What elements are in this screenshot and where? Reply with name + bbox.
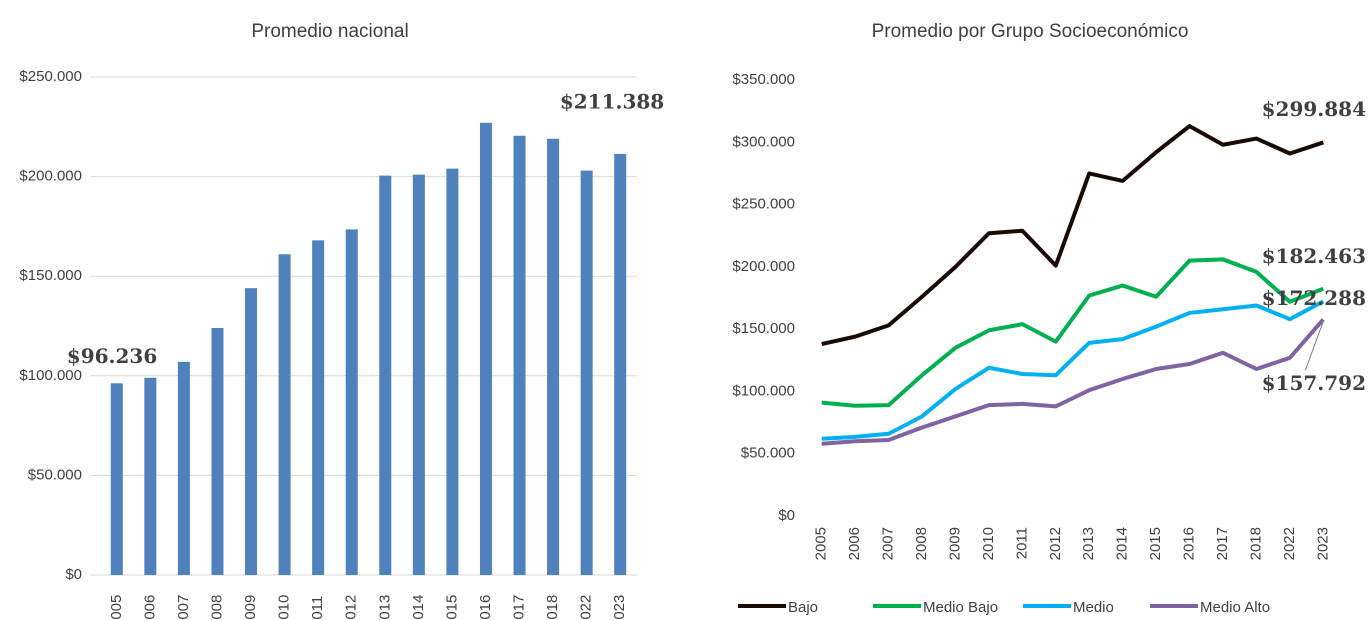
legend-label: Medio Bajo [923, 599, 998, 616]
x-tick-label: 2005 [108, 595, 125, 620]
x-tick-label: 2016 [1181, 527, 1198, 560]
bar [278, 254, 291, 575]
bar [177, 361, 190, 575]
x-tick-label: 2018 [1247, 527, 1264, 560]
x-tick-label: 2009 [242, 595, 259, 620]
legend-label: Medio [1073, 599, 1114, 616]
x-tick-label: 2009 [946, 527, 963, 560]
x-tick-label: 2018 [544, 595, 561, 620]
y-tick-label: $50.000 [741, 445, 795, 462]
x-tick-label: 2006 [846, 527, 863, 560]
y-tick-label: $300.000 [732, 133, 795, 150]
y-tick-label: $250.000 [19, 68, 82, 85]
bar [614, 153, 627, 575]
y-tick-label: $0 [778, 507, 795, 524]
bar [345, 229, 358, 575]
x-tick-label: 2010 [276, 595, 293, 620]
data-label: $182.463 [1262, 244, 1366, 268]
x-tick-label: 2015 [443, 595, 460, 620]
x-tick-label: 2016 [477, 595, 494, 620]
x-tick-label: 2014 [1114, 527, 1131, 560]
data-label: $96.236 [67, 344, 157, 368]
x-tick-label: 2015 [1147, 527, 1164, 560]
data-label: $299.884 [1262, 97, 1366, 121]
x-tick-label: 2012 [1047, 527, 1064, 560]
x-tick-label: 2005 [813, 527, 830, 560]
bar [110, 383, 123, 575]
x-tick-label: 2023 [1314, 527, 1331, 560]
y-tick-label: $200.000 [732, 258, 795, 275]
y-tick-label: $50.000 [28, 466, 82, 483]
x-tick-label: 2023 [611, 595, 628, 620]
bar [479, 122, 492, 575]
line [821, 299, 1325, 441]
chart-title: Promedio nacional [251, 21, 408, 42]
line [821, 318, 1325, 446]
bar [580, 170, 593, 575]
line [821, 124, 1324, 347]
legend-label: Bajo [788, 599, 818, 616]
data-label: $157.792 [1262, 371, 1366, 395]
x-tick-label: 2010 [980, 527, 997, 560]
y-tick-label: $150.000 [732, 320, 795, 337]
y-tick-label: $200.000 [19, 168, 82, 185]
x-tick-label: 2013 [376, 595, 393, 620]
x-tick-label: 2017 [1214, 527, 1231, 560]
bar [513, 135, 526, 575]
bar [211, 327, 224, 575]
x-tick-label: 2022 [1281, 527, 1298, 560]
chart-title: Promedio por Grupo Socioeconómico [872, 21, 1189, 42]
bar [245, 288, 258, 575]
legend-label: Medio Alto [1200, 599, 1270, 616]
bar [446, 168, 459, 575]
x-tick-label: 2008 [208, 595, 225, 620]
x-tick-label: 2012 [343, 595, 360, 620]
line [821, 257, 1325, 408]
y-tick-label: $0 [65, 566, 82, 583]
data-label: $172.288 [1262, 286, 1366, 310]
y-tick-label: $100.000 [732, 382, 795, 399]
y-tick-label: $350.000 [732, 71, 795, 88]
x-tick-label: 2011 [1013, 527, 1030, 559]
x-tick-label: 2022 [578, 595, 595, 620]
x-tick-label: 2017 [511, 595, 528, 620]
x-tick-label: 2006 [141, 595, 158, 620]
y-tick-label: $100.000 [19, 367, 82, 384]
y-tick-label: $250.000 [732, 196, 795, 213]
bar [379, 175, 392, 575]
data-label: $211.388 [560, 89, 664, 113]
x-tick-label: 2008 [913, 527, 930, 560]
bar [547, 138, 560, 575]
x-tick-label: 2013 [1080, 527, 1097, 560]
x-tick-label: 2007 [880, 527, 897, 560]
x-tick-label: 2014 [410, 595, 427, 620]
leader-line [1304, 321, 1324, 371]
x-tick-label: 2011 [309, 596, 326, 620]
bar [412, 174, 425, 575]
bar [144, 377, 157, 575]
x-tick-label: 2007 [175, 595, 192, 620]
y-tick-label: $150.000 [19, 267, 82, 284]
bar [312, 240, 325, 575]
